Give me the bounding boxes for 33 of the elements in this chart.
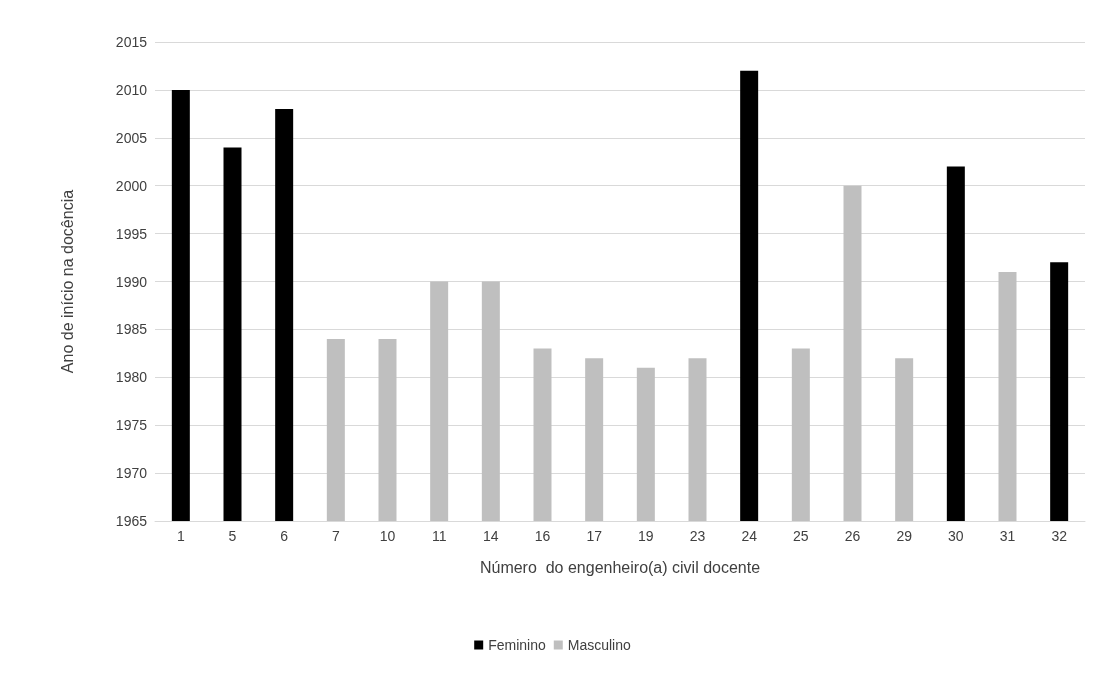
y-tick-label: 1980 bbox=[115, 369, 148, 386]
x-tick-label: 11 bbox=[431, 528, 447, 544]
y-axis-title: Ano de início na docência bbox=[58, 189, 76, 374]
y-tick-label: 1975 bbox=[115, 417, 148, 434]
y-tick-label: 1970 bbox=[115, 465, 148, 482]
x-tick-label: 24 bbox=[741, 528, 758, 544]
x-tick-label: 1 bbox=[176, 528, 185, 544]
x-tick-label: 14 bbox=[483, 528, 499, 544]
x-tick-label: 16 bbox=[534, 528, 551, 544]
legend-label: Masculino bbox=[567, 637, 632, 653]
y-tick-label: 1995 bbox=[115, 225, 148, 242]
x-tick-label: 19 bbox=[638, 528, 654, 544]
y-tick-label: 2015 bbox=[115, 34, 148, 50]
y-tick-label: 1985 bbox=[115, 321, 148, 338]
legend-label: Feminino bbox=[488, 637, 546, 653]
x-tick-label: 17 bbox=[586, 528, 603, 544]
x-tick-label: 23 bbox=[689, 528, 706, 544]
x-tick-label: 29 bbox=[896, 528, 913, 544]
y-tick-label: 1965 bbox=[115, 513, 148, 529]
x-tick-label: 7 bbox=[331, 528, 340, 544]
x-tick-label: 31 bbox=[999, 528, 1016, 544]
y-tick-label: 2000 bbox=[115, 177, 148, 194]
y-tick-label: 2010 bbox=[115, 81, 148, 98]
y-tick-label: 2005 bbox=[115, 129, 148, 146]
y-tick-label: 1990 bbox=[115, 273, 148, 290]
x-tick-label: 5 bbox=[228, 528, 237, 544]
x-tick-label: 26 bbox=[844, 528, 861, 544]
x-tick-label: 10 bbox=[379, 528, 396, 544]
x-tick-label: 25 bbox=[793, 528, 809, 544]
x-tick-label: 32 bbox=[1051, 528, 1068, 544]
x-tick-label: 6 bbox=[280, 528, 289, 544]
x-axis-title: Número do engenheiro(a) civil docente bbox=[479, 558, 761, 576]
x-tick-label: 30 bbox=[948, 528, 964, 544]
